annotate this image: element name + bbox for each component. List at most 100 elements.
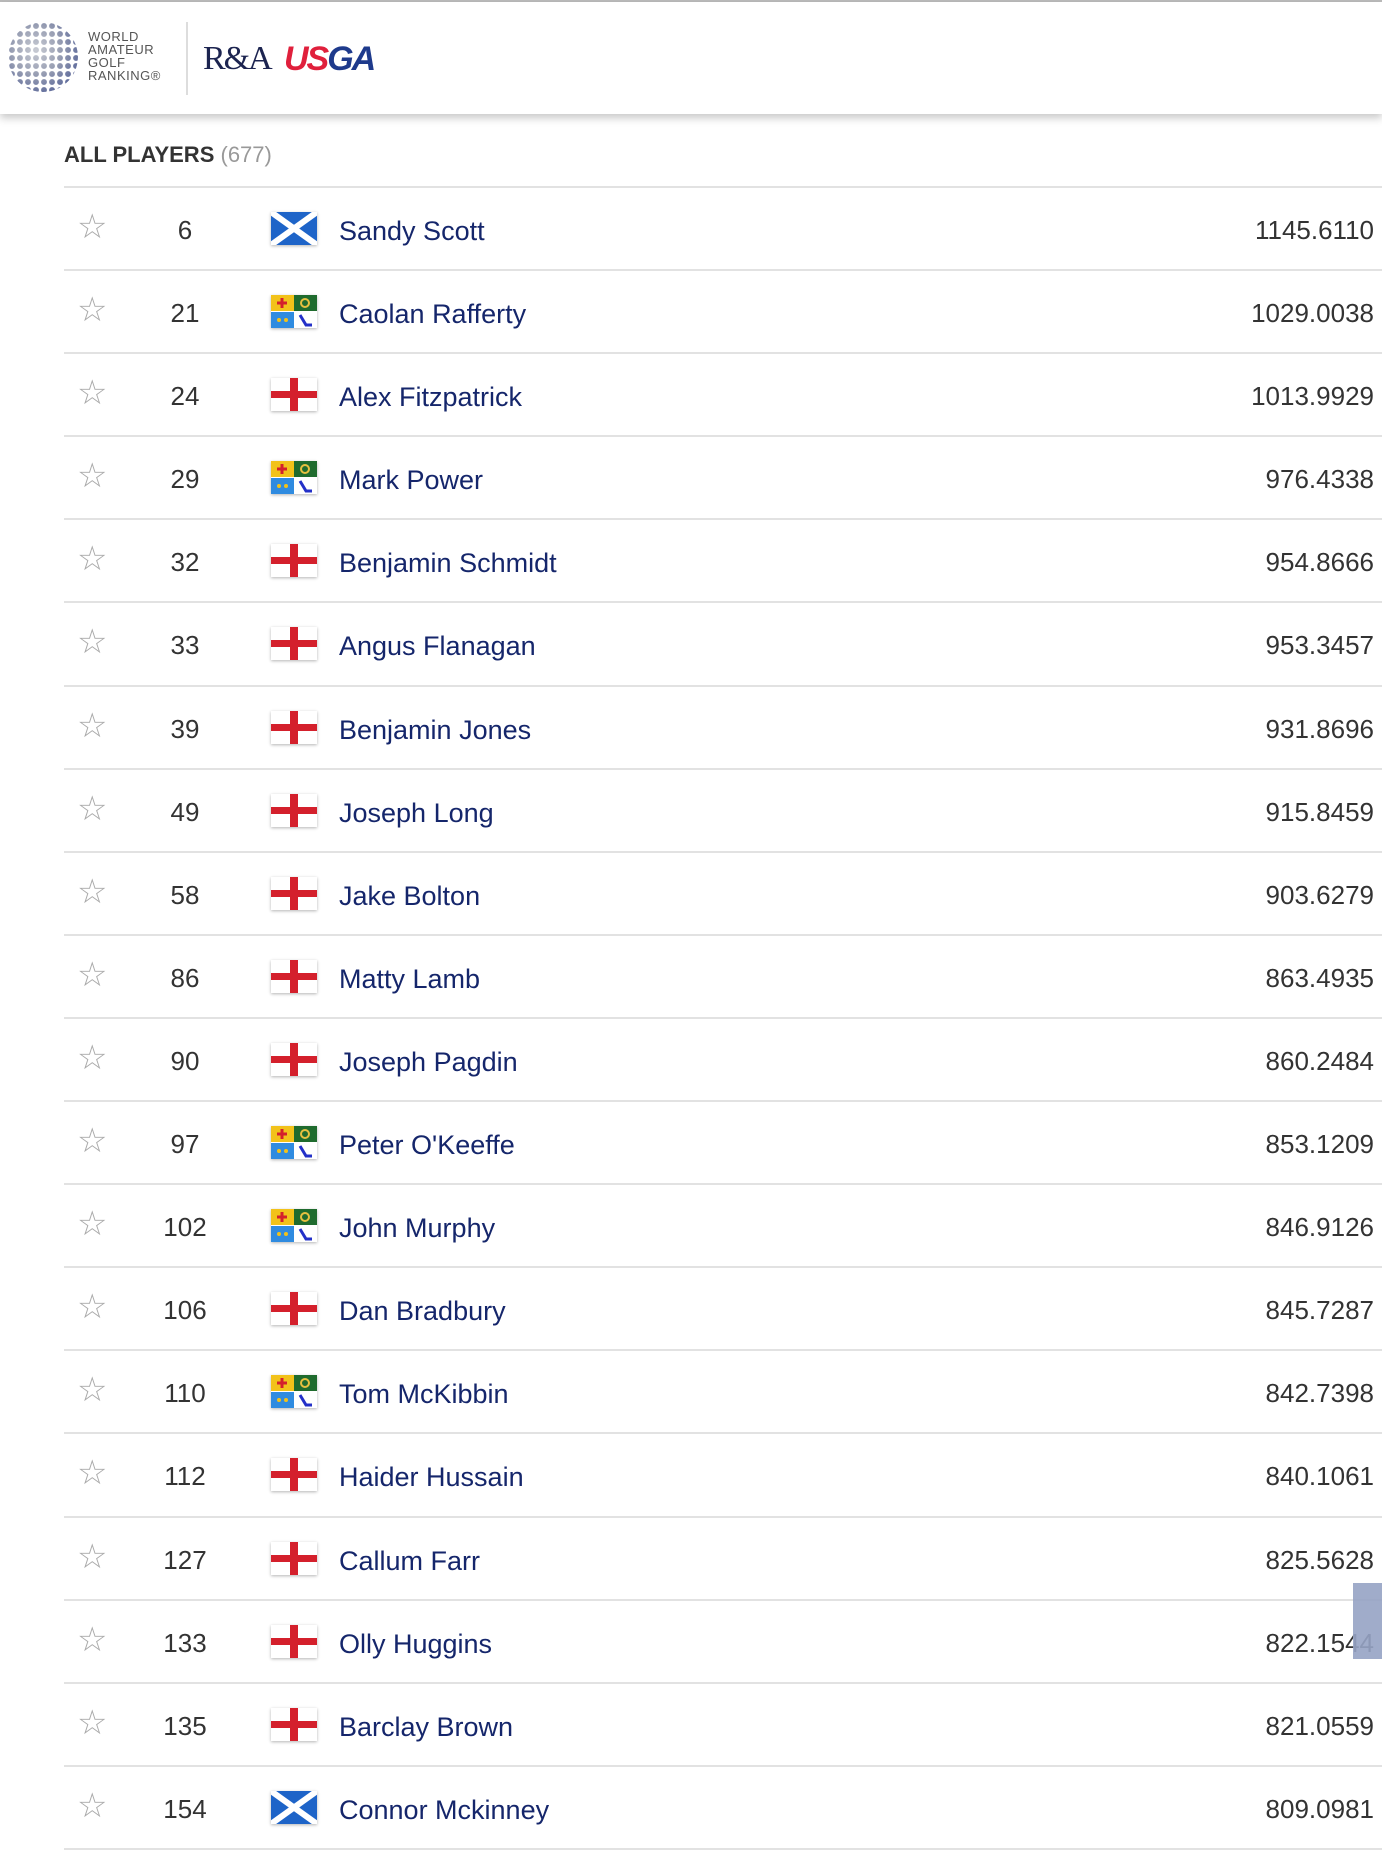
favorite-star-icon[interactable]: ☆ [77,1786,108,1825]
favorite-star-icon[interactable]: ☆ [77,1454,108,1493]
usga-logo[interactable]: USGA [284,40,376,79]
player-points: 953.3457 [1265,630,1374,661]
player-row: ☆ 90 Joseph Pagdin 860.2484 [64,1019,1382,1103]
site-header: WORLD AMATEUR GOLF RANKING® R&A USGA [0,2,1382,114]
favorite-star-icon[interactable]: ☆ [77,1122,108,1161]
favorite-star-icon[interactable]: ☆ [77,955,108,994]
england-flag-icon [271,1624,317,1658]
player-name-link[interactable]: Benjamin Jones [339,714,532,745]
player-points: 845.7287 [1265,1295,1374,1326]
wagr-golf-ball-logo[interactable] [8,22,78,92]
ireland-flag-icon [271,461,317,495]
player-points: 954.8666 [1265,547,1374,578]
england-flag-icon [271,876,317,910]
favorite-star-icon[interactable]: ☆ [77,457,108,496]
player-rank: 24 [170,381,200,412]
player-row: ☆ 24 Alex Fitzpatrick 1013.9929 [64,354,1382,438]
player-rank: 102 [163,1212,207,1243]
ireland-flag-icon [271,295,317,329]
favorite-star-icon[interactable]: ☆ [77,374,108,413]
player-name-link[interactable]: Caolan Rafferty [339,299,527,330]
header-divider [186,22,188,95]
player-name-link[interactable]: Mark Power [339,465,484,496]
player-name-link[interactable]: Connor Mckinney [339,1794,550,1825]
player-row: ☆ 39 Benjamin Jones 931.8696 [64,687,1382,770]
player-name-link[interactable]: Joseph Long [339,797,494,828]
scrollbar-thumb[interactable] [1353,1583,1382,1659]
favorite-star-icon[interactable]: ☆ [77,1038,108,1077]
scotland-flag-icon [271,212,317,245]
england-flag-icon [271,1458,317,1492]
favorite-star-icon[interactable]: ☆ [77,291,108,330]
favorite-star-icon[interactable]: ☆ [77,1288,108,1327]
favorite-star-icon[interactable]: ☆ [77,540,108,579]
ireland-flag-icon [271,1126,317,1160]
player-name-link[interactable]: Angus Flanagan [339,631,536,662]
player-name-link[interactable]: Benjamin Schmidt [339,548,557,579]
england-flag-icon [271,544,317,578]
england-flag-icon [271,1292,317,1326]
player-row: ☆ 102 John Murphy 846.9126 [64,1185,1382,1269]
usga-us: US [284,40,329,78]
player-name-link[interactable]: Sandy Scott [339,216,485,246]
favorite-star-icon[interactable]: ☆ [77,706,108,745]
england-flag-icon [271,1541,317,1575]
player-name-link[interactable]: John Murphy [339,1213,496,1244]
favorite-star-icon[interactable]: ☆ [77,1537,108,1576]
top-border [0,0,1382,2]
list-title-text: ALL PLAYERS [64,142,215,167]
player-row: ☆ 135 Barclay Brown 821.0559 [64,1684,1382,1767]
ireland-flag-icon [271,1375,317,1409]
england-flag-icon [271,793,317,827]
england-flag-icon [271,378,317,412]
player-rank: 21 [170,298,200,329]
favorite-star-icon[interactable]: ☆ [77,1620,108,1659]
wagr-logo-text[interactable]: WORLD AMATEUR GOLF RANKING® [88,30,161,82]
player-rank: 112 [164,1461,206,1492]
player-row: ☆ 6 Sandy Scott 1145.6110 [64,188,1382,272]
player-rank: 33 [170,630,200,661]
ireland-flag-icon [271,1209,317,1243]
favorite-star-icon[interactable]: ☆ [77,1703,108,1742]
randa-logo[interactable]: R&A [203,40,273,77]
player-rank: 127 [163,1544,207,1575]
favorite-star-icon[interactable]: ☆ [77,1205,108,1244]
player-points: 853.1209 [1265,1129,1374,1160]
player-name-link[interactable]: Jake Bolton [339,880,481,911]
player-points: 903.6279 [1265,879,1374,910]
player-row: ☆ 49 Joseph Long 915.8459 [64,770,1382,853]
player-name-link[interactable]: Callum Farr [339,1545,481,1576]
player-name-link[interactable]: Barclay Brown [339,1711,514,1742]
player-row: ☆ 58 Jake Bolton 903.6279 [64,853,1382,936]
player-points: 809.0981 [1265,1793,1374,1824]
player-name-link[interactable]: Joseph Pagdin [339,1046,518,1077]
player-points: 1145.6110 [1254,215,1374,245]
logo-line: WORLD [88,29,139,44]
player-points: 842.7398 [1265,1378,1374,1409]
player-name-link[interactable]: Dan Bradbury [339,1296,506,1327]
player-name-link[interactable]: Olly Huggins [339,1628,493,1659]
player-rank: 97 [170,1129,200,1160]
player-name-link[interactable]: Alex Fitzpatrick [339,382,523,413]
player-count: (677) [220,142,272,167]
player-name-link[interactable]: Peter O'Keeffe [339,1130,515,1161]
player-points: 1013.9929 [1251,381,1374,412]
favorite-star-icon[interactable]: ☆ [77,872,108,911]
england-flag-icon [271,959,317,993]
player-rank: 110 [164,1378,206,1409]
player-name-link[interactable]: Haider Hussain [339,1462,524,1493]
player-rank: 154 [163,1793,207,1824]
player-row: ☆ 154 Connor Mckinney 809.0981 [64,1767,1382,1850]
player-points: 840.1061 [1265,1461,1374,1492]
player-name-link[interactable]: Matty Lamb [339,963,481,994]
player-rank: 86 [170,962,200,993]
favorite-star-icon[interactable]: ☆ [77,1371,108,1410]
england-flag-icon [271,1707,317,1741]
favorite-star-icon[interactable]: ☆ [77,208,108,246]
logo-line: RANKING® [88,68,161,83]
england-flag-icon [271,1042,317,1076]
player-rank: 133 [163,1627,207,1658]
player-name-link[interactable]: Tom McKibbin [339,1379,509,1410]
favorite-star-icon[interactable]: ☆ [77,789,108,828]
favorite-star-icon[interactable]: ☆ [77,623,108,662]
